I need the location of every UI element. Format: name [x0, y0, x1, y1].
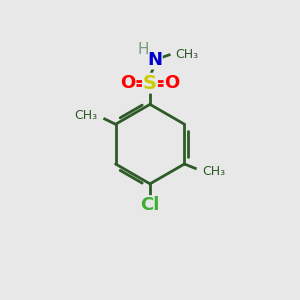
Text: N: N [147, 51, 162, 69]
Text: CH₃: CH₃ [175, 48, 198, 61]
Text: CH₃: CH₃ [202, 165, 225, 178]
Text: O: O [164, 74, 180, 92]
Text: O: O [120, 74, 136, 92]
Text: CH₃: CH₃ [74, 109, 97, 122]
Text: Cl: Cl [140, 196, 160, 214]
Text: H: H [137, 42, 149, 57]
Text: S: S [143, 74, 157, 93]
